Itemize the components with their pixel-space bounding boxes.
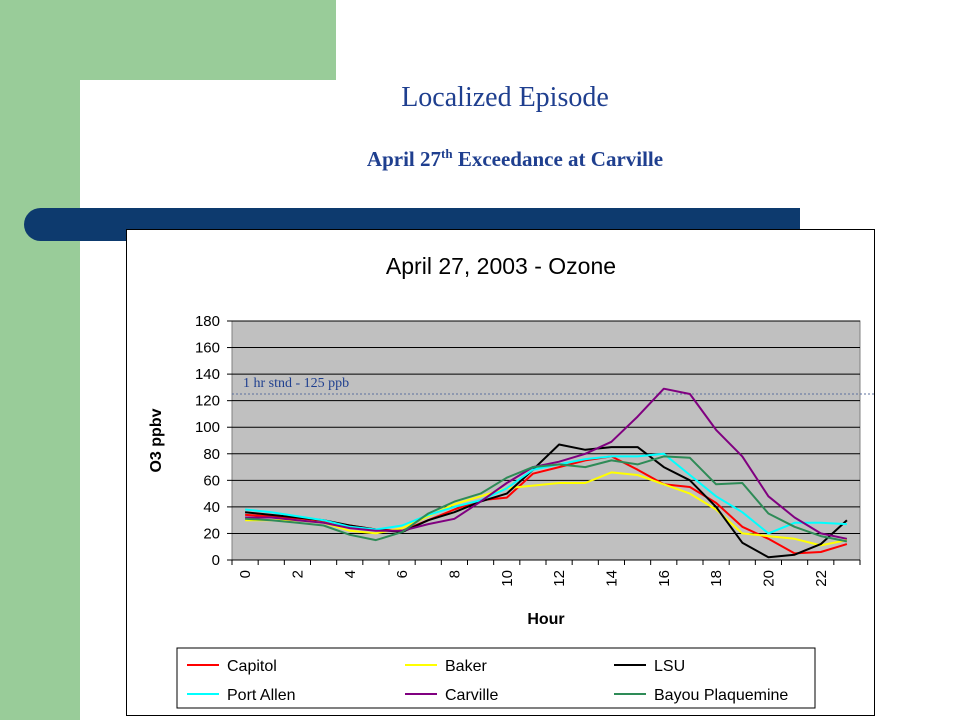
slide-subtitle: April 27th Exceedance at Carville: [0, 146, 960, 172]
slide-title: Localized Episode: [401, 82, 609, 113]
y-tick-label: 140: [195, 366, 220, 383]
y-tick-label: 120: [195, 393, 220, 410]
subtitle-rest: Exceedance at Carville: [452, 147, 664, 171]
top-green-block: [0, 0, 336, 80]
x-tick-label: 10: [499, 570, 516, 587]
y-tick-label: 20: [203, 525, 220, 542]
series-line-port-allen: [244, 452, 847, 535]
y-tick-label: 60: [203, 472, 220, 489]
series-line-carville: [245, 387, 848, 540]
x-tick-label: 4: [342, 570, 359, 578]
legend-label-capitol: Capitol: [227, 658, 277, 675]
x-tick-label: 14: [603, 570, 620, 587]
x-tick-label: 18: [708, 570, 725, 587]
y-tick-label: 80: [203, 446, 220, 463]
subtitle-ordinal: th: [441, 146, 453, 161]
x-tick-label: 0: [237, 570, 254, 578]
chart-title: April 27, 2003 - Ozone: [386, 253, 616, 279]
series-line-lsu: [244, 443, 848, 559]
legend-label-baker: Baker: [445, 658, 487, 675]
legend-label-lsu: LSU: [654, 658, 685, 675]
y-tick-label: 0: [212, 552, 220, 569]
y-tick-label: 40: [203, 499, 220, 516]
y-tick-label: 100: [195, 419, 220, 436]
x-tick-label: 16: [656, 570, 673, 587]
chart-container: April 27, 2003 - Ozone 0 20 40 60 80 100 120 140…: [126, 229, 875, 716]
subtitle-date: April 27: [366, 147, 441, 171]
series-line-bayou-plaquemine: [245, 455, 848, 543]
x-tick-label: 2: [289, 570, 306, 578]
legend-label-port-allen: Port Allen: [227, 687, 295, 704]
y-axis-title: O3 ppbv: [148, 408, 165, 472]
x-tick-label: 6: [394, 570, 411, 578]
x-tick-label: 8: [446, 570, 463, 578]
x-tick-label: 22: [813, 570, 830, 587]
series-line-baker: [245, 471, 848, 547]
x-axis-title: Hour: [527, 611, 564, 628]
legend-box: [176, 647, 816, 709]
y-tick-label: 180: [195, 313, 220, 330]
legend-label-carville: Carville: [445, 687, 498, 704]
legend-label-bayou-plaquemine: Bayou Plaquemine: [654, 687, 788, 704]
plot-area: [231, 320, 861, 561]
sidebar-green-strip: [0, 0, 80, 720]
standard-line-label: 1 hr stnd - 125 ppb: [243, 376, 350, 391]
x-tick-label: 12: [551, 570, 568, 587]
y-tick-label: 160: [195, 340, 220, 357]
ozone-line-chart: April 27, 2003 - Ozone020406080100120140…: [148, 253, 874, 709]
x-tick-label: 20: [760, 570, 777, 587]
